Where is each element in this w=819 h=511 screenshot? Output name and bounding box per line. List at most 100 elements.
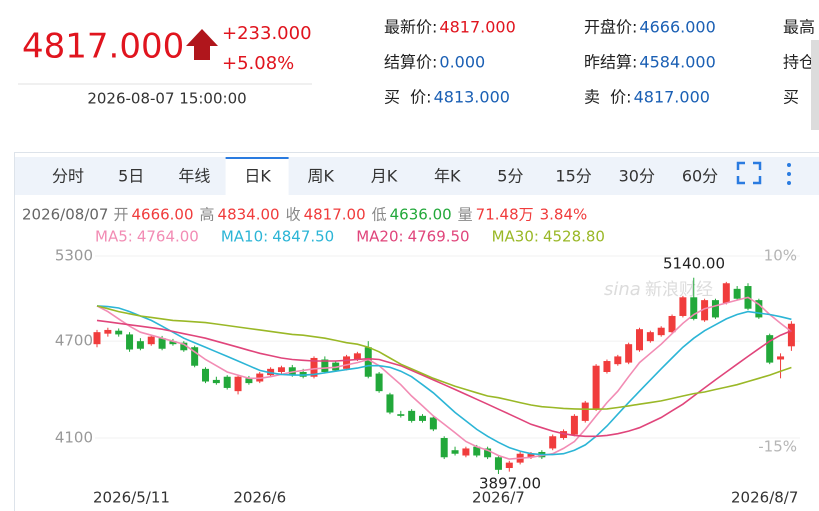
tab[interactable]: 5日	[118, 167, 144, 186]
low-annotation: 3897.00	[479, 475, 541, 493]
candle-body	[408, 410, 416, 421]
candle-body	[570, 415, 578, 435]
field-label: 最高	[783, 18, 815, 37]
candle-body	[212, 379, 220, 384]
right-axis-label: -15%	[758, 438, 797, 456]
info-value: 4817.00	[304, 206, 366, 224]
candle-body	[343, 356, 351, 369]
x-tick-label: 2026/7	[472, 489, 525, 507]
tab[interactable]: 周K	[308, 167, 335, 186]
candle-body	[234, 376, 242, 392]
tab[interactable]: 年K	[434, 167, 461, 186]
field-label: 结算价:	[384, 53, 437, 72]
fullscreen-corners	[736, 161, 762, 185]
ma-value: 4528.80	[543, 228, 605, 246]
info-value: 4834.00	[218, 206, 280, 224]
watermark: sina 新浪财经	[604, 279, 713, 300]
field-label: 持仓	[783, 53, 815, 72]
candle-body	[202, 368, 209, 382]
field-label: 买	[783, 88, 799, 107]
candle-body	[733, 288, 741, 299]
field-value: 4817.000	[634, 88, 710, 107]
field-value: 0.000	[439, 53, 485, 72]
price-change: +233.000	[222, 23, 312, 44]
candle-body	[505, 462, 513, 469]
info-label: 收	[286, 206, 301, 224]
field-value: 4817.000	[439, 18, 515, 37]
info-value: 4636.00	[390, 206, 452, 224]
tabs: 分时 5日 年线 日K 周K 月K 年K 5分 15分 30分 60分	[52, 157, 718, 195]
candle-body	[191, 347, 199, 366]
candle-body	[777, 356, 785, 360]
y-tick-label: 5300	[55, 246, 93, 264]
candle-body	[646, 332, 654, 342]
candle-body	[679, 297, 687, 316]
candle-body	[581, 402, 589, 421]
candle-body	[473, 446, 481, 456]
candle-body	[766, 335, 774, 363]
price-change-percent: +5.08%	[222, 53, 294, 74]
candle-body	[755, 300, 763, 318]
candle-body	[549, 436, 557, 449]
scrollbar[interactable]	[811, 40, 819, 130]
candle-body	[787, 323, 795, 347]
ma-name: MA5:	[95, 228, 133, 246]
candle-body	[560, 431, 568, 438]
candle-body	[223, 376, 231, 388]
last-price: 4817.000	[22, 27, 184, 67]
watermark-logo: sina	[604, 279, 641, 300]
info-label: 开	[113, 206, 128, 224]
tab[interactable]: 30分	[619, 167, 655, 186]
tab[interactable]: 日K	[244, 167, 271, 186]
candle-body	[614, 356, 622, 365]
candle-body	[429, 417, 437, 430]
candle-body	[136, 341, 144, 349]
info-value: 4666.00	[131, 206, 193, 224]
info-label: 高	[200, 206, 215, 224]
field-label: 最新价:	[384, 18, 437, 37]
candle-body	[158, 338, 166, 349]
dot	[787, 163, 791, 167]
right-axis-label: 10%	[764, 247, 797, 265]
candle-body	[104, 329, 112, 334]
candle-body	[636, 329, 643, 351]
ma-value: 4769.50	[408, 228, 470, 246]
tab[interactable]: 5分	[497, 167, 523, 186]
tab[interactable]: 分时	[52, 167, 84, 186]
tab[interactable]: 15分	[555, 167, 591, 186]
candle-body	[375, 373, 383, 392]
candle-body	[701, 300, 709, 321]
candle-body	[277, 367, 285, 372]
candle-body	[484, 448, 492, 458]
candle-body	[527, 453, 535, 458]
quote-time: 2026-08-07 15:00:00	[87, 90, 246, 108]
tab[interactable]: 年线	[178, 167, 210, 186]
candle-body	[722, 283, 730, 303]
candle-body	[603, 361, 611, 372]
candle-body	[364, 347, 372, 377]
fullscreen-icon[interactable]	[736, 161, 762, 185]
info-label: 低	[372, 206, 387, 224]
field-label: 卖 价:	[584, 88, 632, 107]
ma-name: MA10:	[221, 228, 268, 246]
active-tab	[225, 157, 289, 195]
candle-body	[419, 415, 426, 421]
candle-body	[93, 332, 101, 345]
candle-body	[321, 359, 329, 372]
ma-name: MA20:	[356, 228, 403, 246]
candle-body	[353, 353, 361, 360]
candle-body	[711, 300, 719, 318]
tab[interactable]: 60分	[682, 167, 718, 186]
candle-body	[310, 357, 318, 377]
more-icon[interactable]	[787, 163, 791, 185]
tab-bar	[15, 157, 819, 195]
ma-line	[96, 305, 792, 456]
up-arrow	[186, 29, 218, 60]
tab[interactable]: 月K	[371, 167, 398, 186]
candle-body	[397, 414, 405, 416]
info-label: 量	[458, 206, 473, 224]
ohlc-info: 2026/08/07 开 4666.00 高 4834.00 收 4817.00 低 4636.…	[22, 206, 587, 224]
candle-body	[126, 334, 134, 350]
candle-body	[668, 315, 676, 333]
